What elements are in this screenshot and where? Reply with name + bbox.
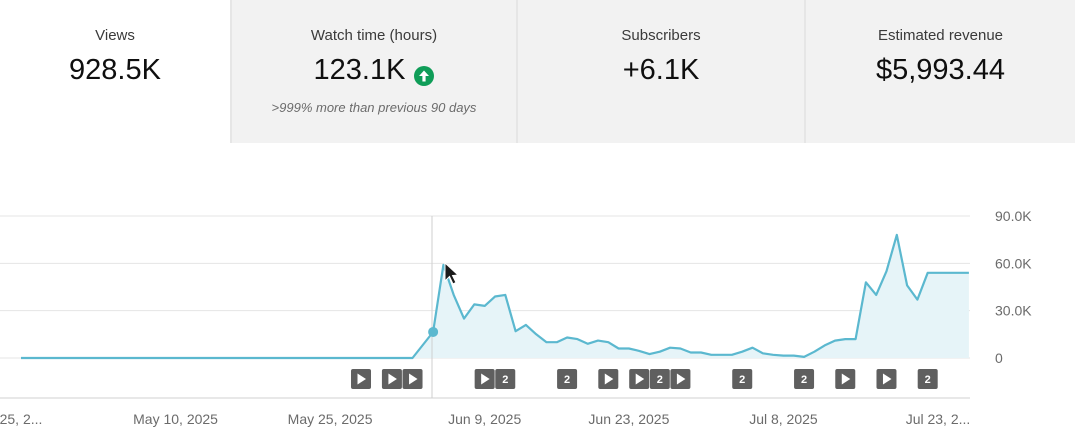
video-upload-marker (670, 369, 691, 389)
video-upload-marker (629, 369, 650, 389)
views-label: Views (95, 27, 135, 44)
views-card[interactable]: Views 928.5K (0, 0, 230, 143)
hover-point (428, 326, 439, 337)
marker-box (495, 369, 516, 389)
play-icon (604, 373, 614, 385)
mouse-pointer-icon (444, 261, 460, 285)
series-line (21, 233, 969, 360)
play-icon (676, 373, 686, 385)
revenue-value: $5,993.44 (806, 54, 1075, 87)
video-upload-marker (351, 369, 372, 389)
play-icon (841, 373, 851, 385)
series-area (21, 234, 969, 358)
video-upload-marker (474, 369, 495, 389)
x-tick-label: Jul 23, 2... (906, 411, 971, 427)
marker-count: 2 (564, 374, 570, 386)
play-icon (481, 373, 490, 385)
x-tick-label: May 25, 2025 (288, 411, 373, 427)
marker-count: 2 (801, 374, 807, 386)
multiple-uploads-marker: 2 (794, 369, 815, 389)
marker-box (557, 369, 578, 389)
video-upload-marker (876, 369, 897, 389)
marker-box (732, 369, 753, 389)
video-upload-marker (402, 369, 423, 389)
marker-box (794, 369, 815, 389)
subscribers-card[interactable]: Subscribers +6.1K (516, 0, 804, 143)
watch-time-value: 123.1K (232, 54, 516, 87)
multiple-uploads-marker: 2 (557, 369, 578, 389)
y-tick-label: 0 (995, 350, 1003, 366)
arrow-up-circle-icon (414, 61, 435, 86)
subscribers-number: +6.1K (622, 54, 700, 86)
marker-count: 2 (925, 374, 931, 386)
multiple-uploads-marker: 2 (917, 369, 938, 389)
video-upload-marker (381, 369, 402, 389)
marker-box (917, 369, 938, 389)
play-icon (882, 373, 892, 385)
revenue-label: Estimated revenue (877, 27, 1004, 44)
views-number: 928.5K (69, 54, 161, 86)
watch-time-comparison: >999% more than previous 90 days (271, 100, 477, 115)
play-icon (409, 373, 418, 385)
views-value: 928.5K (0, 54, 230, 87)
metric-cards: Views 928.5K Watch time (hours) 123.1K >… (0, 0, 1075, 143)
watch-time-number: 123.1K (313, 54, 406, 86)
x-tick-label: 25, 2... (0, 411, 42, 427)
x-tick-label: Jun 9, 2025 (448, 411, 521, 427)
y-tick-label: 90.0K (995, 208, 1032, 224)
subscribers-label: Subscribers (621, 27, 701, 44)
multiple-uploads-marker: 2 (495, 369, 516, 389)
play-icon (357, 373, 367, 385)
marker-count: 2 (739, 374, 745, 386)
play-icon (388, 373, 397, 385)
marker-box (649, 369, 670, 389)
marker-count: 2 (657, 374, 663, 386)
multiple-uploads-marker: 2 (649, 369, 670, 389)
views-chart[interactable]: 2 2 2 2 2 2 90.0K 60.0K 30.0K 0 25, 2... May 10, 2… (0, 143, 1075, 430)
video-upload-marker (598, 369, 619, 389)
x-tick-label: Jul 8, 2025 (749, 411, 818, 427)
multiple-uploads-marker: 2 (732, 369, 753, 389)
revenue-number: $5,993.44 (875, 54, 1005, 86)
x-tick-label: May 10, 2025 (133, 411, 218, 427)
marker-count: 2 (502, 374, 508, 386)
watch-time-label: Watch time (hours) (310, 27, 438, 44)
watch-time-card[interactable]: Watch time (hours) 123.1K >999% more tha… (230, 0, 516, 143)
y-tick-label: 60.0K (995, 255, 1032, 271)
subscribers-value: +6.1K (518, 54, 804, 87)
y-tick-label: 30.0K (995, 303, 1032, 319)
video-upload-marker (835, 369, 856, 389)
revenue-card[interactable]: Estimated revenue $5,993.44 (804, 0, 1075, 143)
play-icon (635, 373, 645, 385)
x-tick-label: Jun 23, 2025 (588, 411, 669, 427)
